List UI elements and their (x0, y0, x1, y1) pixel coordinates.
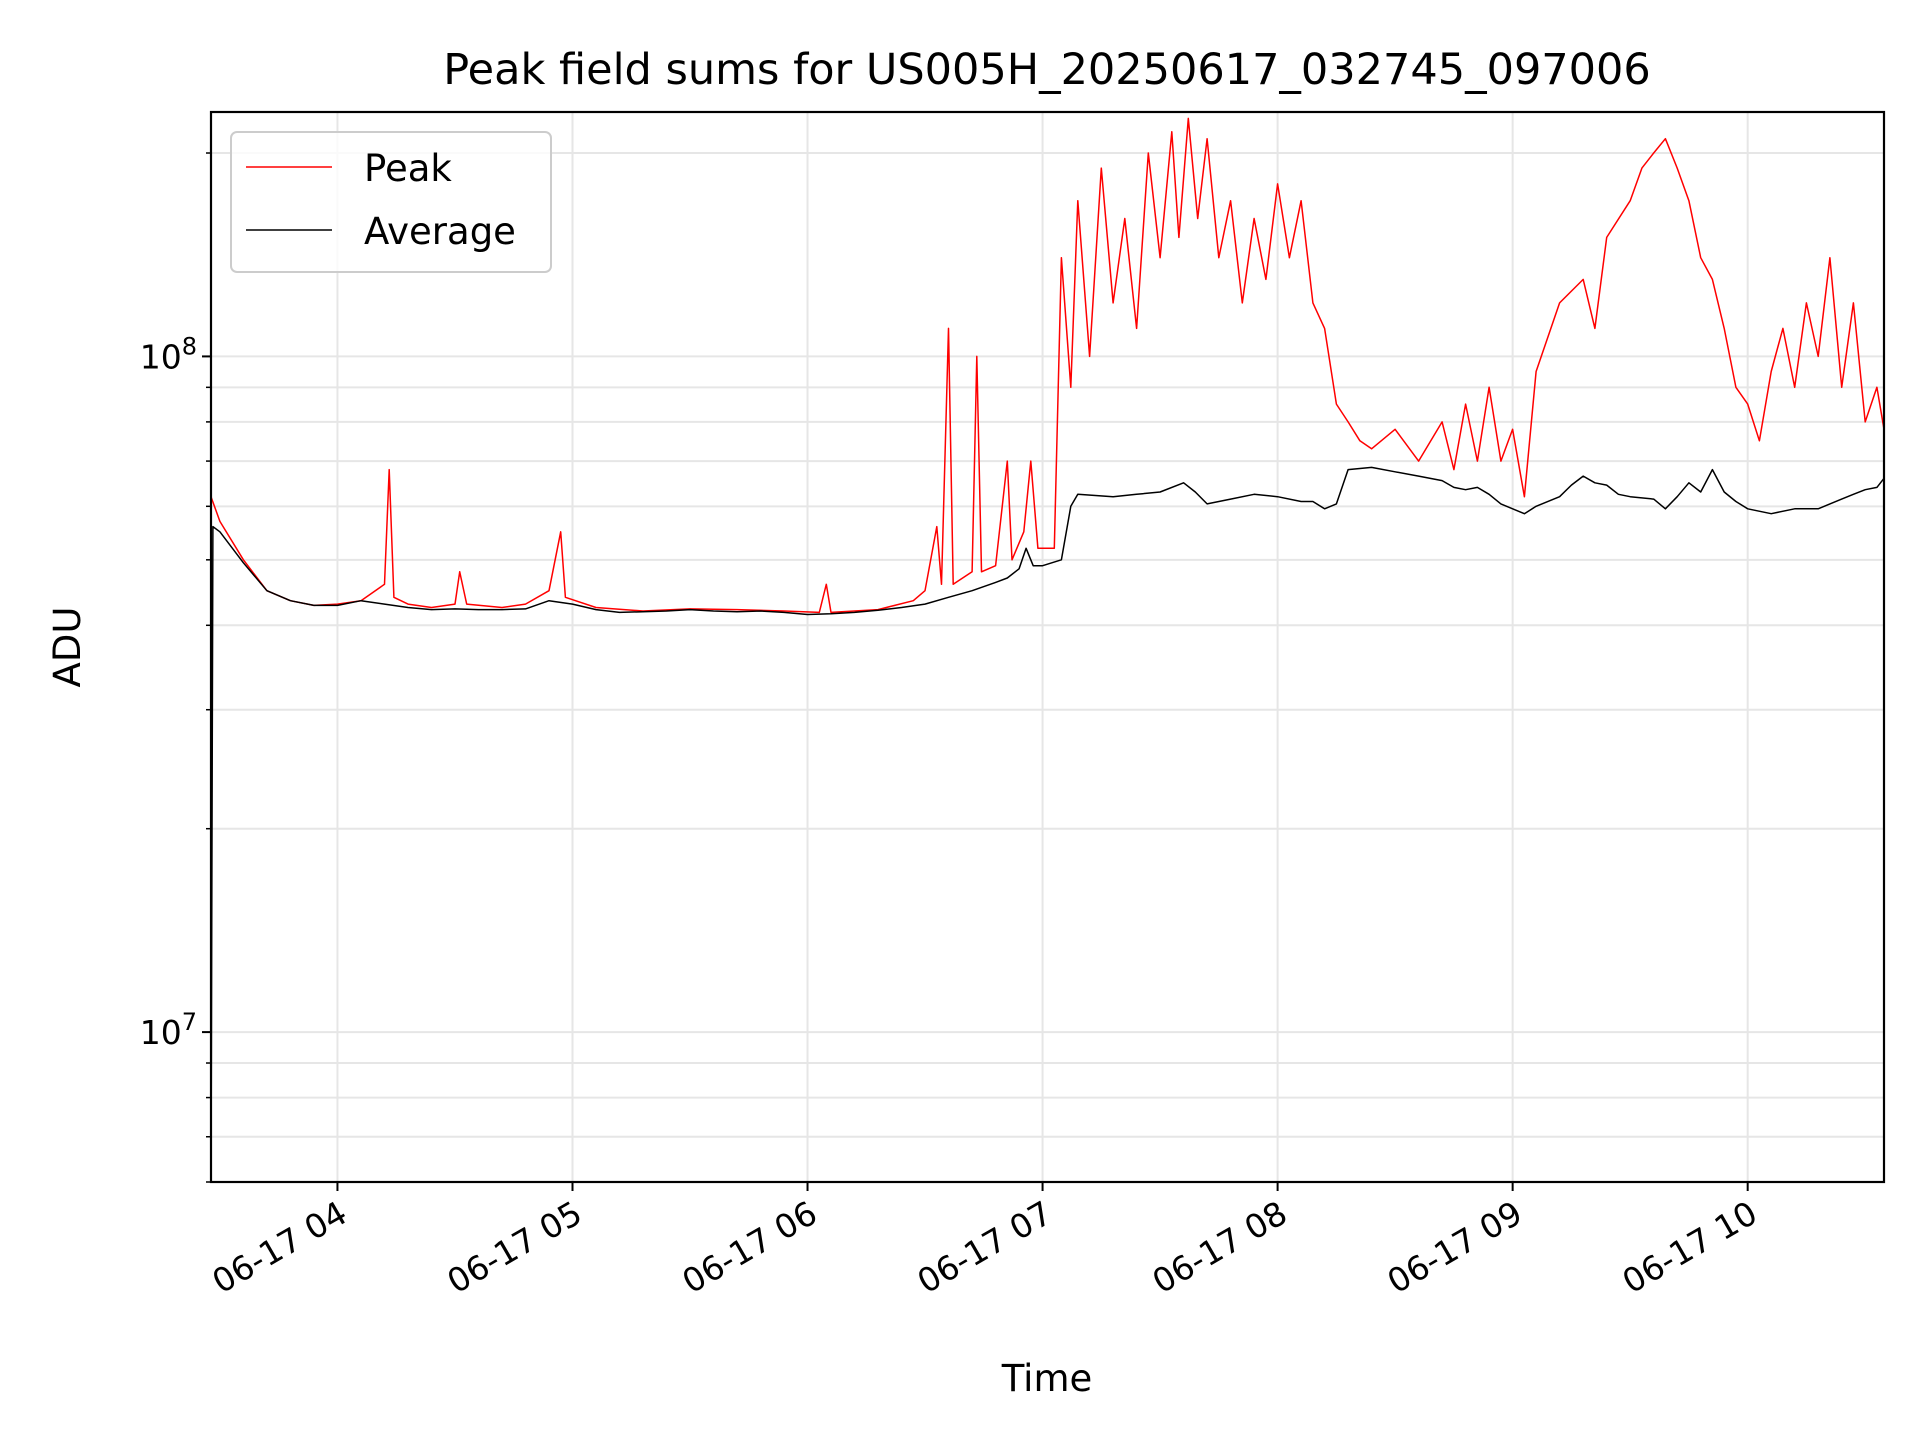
y-tick-label-base: 10 (140, 337, 182, 376)
series-line-average (210, 466, 1885, 1183)
y-tick-label: 108 (140, 332, 197, 376)
series-lines (210, 117, 1885, 1183)
y-tick-label-exponent: 8 (182, 332, 197, 360)
y-tick-label: 107 (140, 1008, 197, 1052)
plot-frame (209, 110, 1886, 1184)
y-tick-label-base: 10 (140, 1013, 182, 1052)
y-axis-label: ADU (46, 607, 89, 688)
grid-lines (211, 112, 1884, 1183)
legend-label-average: Average (364, 210, 516, 253)
y-tick-label-exponent: 7 (182, 1008, 197, 1036)
legend: Peak Average (230, 131, 552, 273)
legend-label-peak: Peak (364, 147, 452, 190)
series-line-peak (210, 117, 1885, 614)
x-axis-label: Time (1001, 1357, 1093, 1400)
chart-title: Peak field sums for US005H_20250617_0327… (443, 45, 1650, 95)
